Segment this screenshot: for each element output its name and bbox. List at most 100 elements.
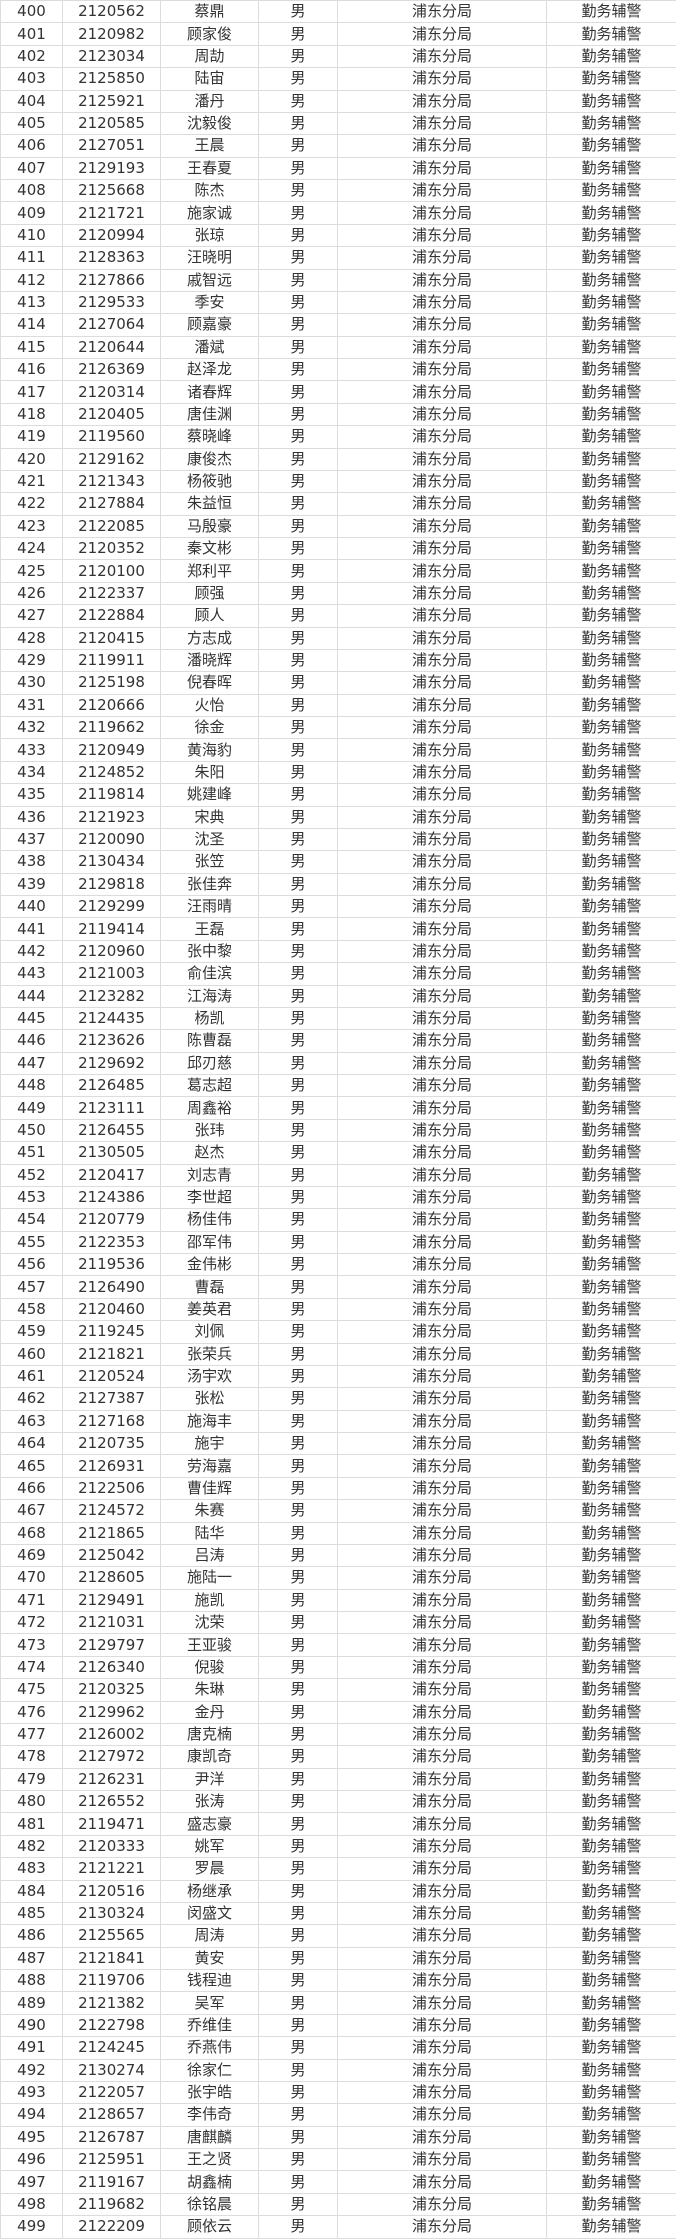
gender-cell: 男 [258, 783, 338, 807]
position-cell: 勤务辅警 [546, 1745, 676, 1769]
table-row: 446 2123626 陈曹磊男浦东分局 勤务辅警 [0, 1029, 676, 1053]
table-row: 411 2128363 汪晓明男浦东分局 勤务辅警 [0, 246, 676, 270]
position-cell: 勤务辅警 [546, 2125, 676, 2150]
gender-cell: 男 [258, 604, 338, 628]
table-row: 421 2121343 杨筱驰男浦东分局 勤务辅警 [0, 469, 676, 494]
unit-cell: 浦东分局 [337, 1968, 547, 1993]
gender-cell: 男 [258, 2058, 338, 2082]
unit-cell: 浦东分局 [337, 1633, 547, 1657]
employee-id-cell: 2125565 [62, 1924, 161, 1948]
gender-cell: 男 [258, 626, 338, 650]
name-cell: 乔维佳 [160, 2013, 259, 2038]
gender-cell: 男 [258, 1745, 338, 1769]
name-cell: 蔡晓峰 [160, 425, 259, 449]
employee-id-cell: 2124245 [62, 2036, 161, 2060]
table-row: 444 2123282 江海涛男浦东分局 勤务辅警 [0, 984, 676, 1008]
gender-cell: 男 [258, 1118, 338, 1143]
gender-cell: 男 [258, 1342, 338, 1366]
table-row: 418 2120405 唐佳渊男浦东分局 勤务辅警 [0, 402, 676, 427]
position-cell: 勤务辅警 [546, 492, 676, 516]
position-cell: 勤务辅警 [546, 156, 676, 181]
row-number-cell: 475 [0, 1678, 63, 1702]
position-cell: 勤务辅警 [546, 760, 676, 785]
table-row: 410 2120994 张琼男浦东分局 勤务辅警 [0, 223, 676, 248]
gender-cell: 男 [258, 693, 338, 718]
unit-cell: 浦东分局 [337, 1320, 547, 1344]
employee-id-cell: 2126231 [62, 1767, 161, 1792]
position-cell: 勤务辅警 [546, 626, 676, 650]
name-cell: 张中黎 [160, 939, 259, 964]
position-cell: 勤务辅警 [546, 1185, 676, 1210]
unit-cell: 浦东分局 [337, 1454, 547, 1478]
table-row: 457 2126490 曹磊男浦东分局 勤务辅警 [0, 1275, 676, 1299]
row-number-cell: 440 [0, 894, 63, 919]
table-row: 429 2119911 潘晓辉男浦东分局 勤务辅警 [0, 648, 676, 673]
table-row: 482 2120333 姚军男浦东分局 勤务辅警 [0, 1834, 676, 1859]
employee-id-cell: 2120415 [62, 626, 161, 650]
unit-cell: 浦东分局 [337, 850, 547, 874]
gender-cell: 男 [258, 380, 338, 404]
position-cell: 勤务辅警 [546, 1051, 676, 1076]
unit-cell: 浦东分局 [337, 1767, 547, 1792]
unit-cell: 浦东分局 [337, 1163, 547, 1187]
name-cell: 李伟奇 [160, 2103, 259, 2127]
name-cell: 王亚骏 [160, 1633, 259, 1657]
position-cell: 勤务辅警 [546, 1991, 676, 2015]
name-cell: 唐佳渊 [160, 402, 259, 427]
unit-cell: 浦东分局 [337, 201, 547, 225]
position-cell: 勤务辅警 [546, 1141, 676, 1165]
name-cell: 吴军 [160, 1991, 259, 2015]
unit-cell: 浦东分局 [337, 1364, 547, 1389]
name-cell: 周鑫裕 [160, 1096, 259, 1120]
table-row: 488 2119706 钱程迪男浦东分局 勤务辅警 [0, 1968, 676, 1993]
row-number-cell: 420 [0, 447, 63, 471]
unit-cell: 浦东分局 [337, 514, 547, 539]
unit-cell: 浦东分局 [337, 1857, 547, 1881]
name-cell: 张笠 [160, 850, 259, 874]
name-cell: 沈荣 [160, 1610, 259, 1635]
row-number-cell: 406 [0, 134, 63, 158]
table-row: 407 2129193 王春夏男浦东分局 勤务辅警 [0, 156, 676, 181]
position-cell: 勤务辅警 [546, 402, 676, 427]
table-row: 424 2120352 秦文彬男浦东分局 勤务辅警 [0, 536, 676, 561]
employee-id-cell: 2120333 [62, 1834, 161, 1859]
table-row: 417 2120314 诸春辉男浦东分局 勤务辅警 [0, 380, 676, 404]
gender-cell: 男 [258, 1431, 338, 1456]
name-cell: 施宇 [160, 1431, 259, 1456]
table-row: 408 2125668 陈杰男浦东分局 勤务辅警 [0, 178, 676, 203]
unit-cell: 浦东分局 [337, 715, 547, 740]
position-cell: 勤务辅警 [546, 939, 676, 964]
name-cell: 尹洋 [160, 1767, 259, 1792]
name-cell: 戚智远 [160, 268, 259, 292]
unit-cell: 浦东分局 [337, 1073, 547, 1098]
name-cell: 顾家俊 [160, 22, 259, 46]
employee-id-cell: 2123111 [62, 1096, 161, 1120]
unit-cell: 浦东分局 [337, 268, 547, 292]
unit-cell: 浦东分局 [337, 671, 547, 695]
row-number-cell: 482 [0, 1834, 63, 1859]
gender-cell: 男 [258, 111, 338, 136]
gender-cell: 男 [258, 805, 338, 829]
name-cell: 邱刃慈 [160, 1051, 259, 1076]
table-row: 483 2121221 罗晨男浦东分局 勤务辅警 [0, 1857, 676, 1881]
name-cell: 蔡鼎 [160, 0, 259, 24]
position-cell: 勤务辅警 [546, 447, 676, 471]
employee-id-cell: 2122353 [62, 1230, 161, 1255]
employee-id-cell: 2119536 [62, 1252, 161, 1277]
table-row: 467 2124572 朱赛男浦东分局 勤务辅警 [0, 1499, 676, 1523]
name-cell: 黄海豹 [160, 738, 259, 762]
table-row: 455 2122353 邵军伟男浦东分局 勤务辅警 [0, 1230, 676, 1255]
unit-cell: 浦东分局 [337, 447, 547, 471]
row-number-cell: 427 [0, 604, 63, 628]
gender-cell: 男 [258, 67, 338, 91]
name-cell: 葛志超 [160, 1073, 259, 1098]
position-cell: 勤务辅警 [546, 268, 676, 292]
gender-cell: 男 [258, 134, 338, 158]
name-cell: 康俊杰 [160, 447, 259, 471]
position-cell: 勤务辅警 [546, 1767, 676, 1792]
unit-cell: 浦东分局 [337, 693, 547, 718]
unit-cell: 浦东分局 [337, 1834, 547, 1859]
unit-cell: 浦东分局 [337, 827, 547, 852]
employee-id-cell: 2120735 [62, 1431, 161, 1456]
gender-cell: 男 [258, 268, 338, 292]
